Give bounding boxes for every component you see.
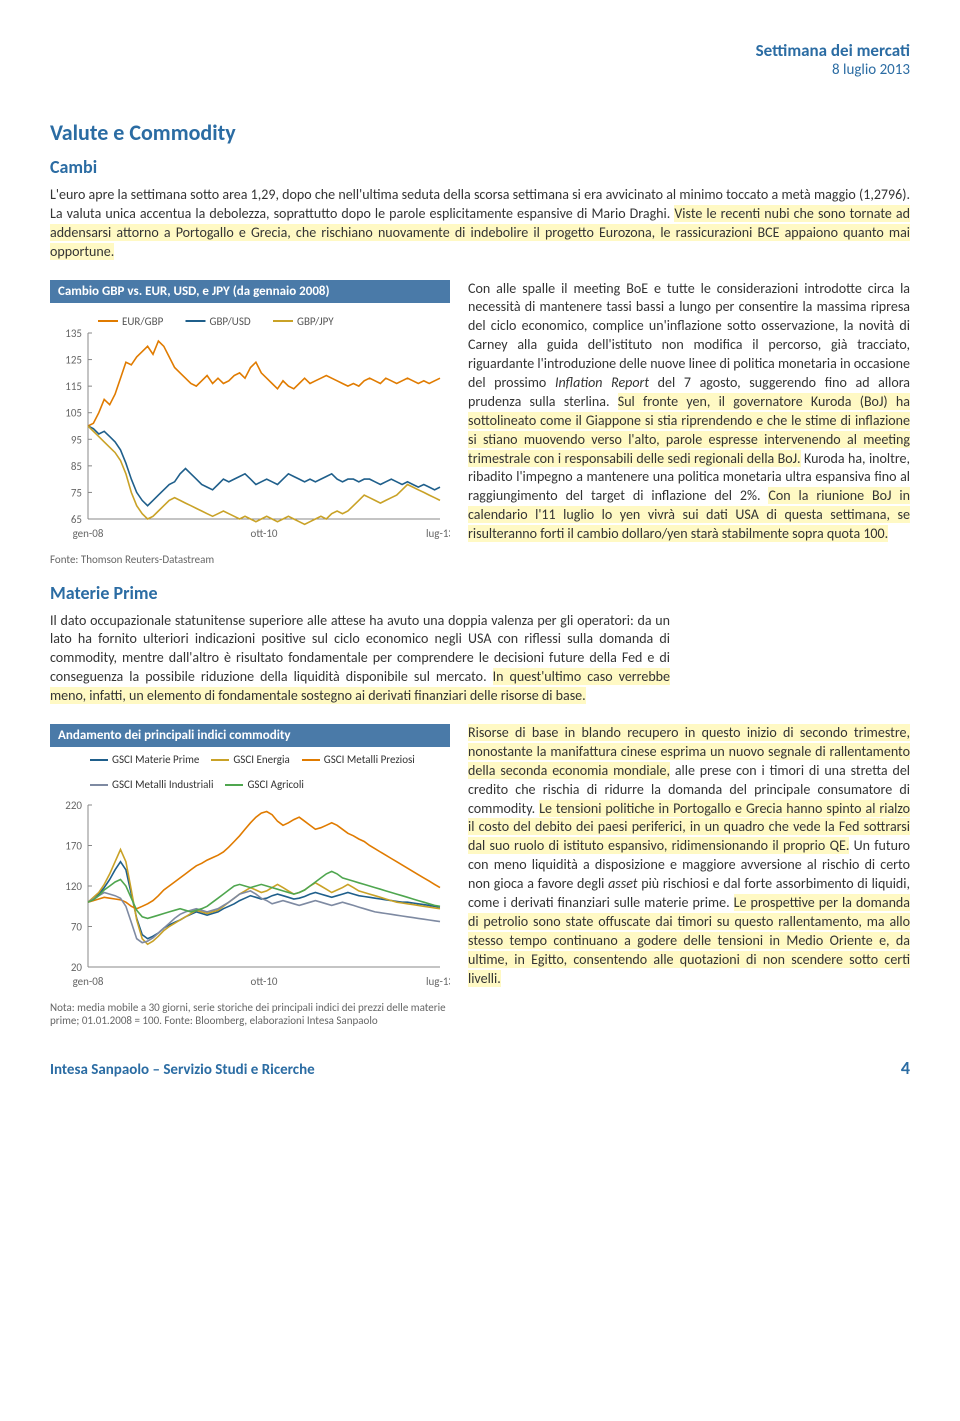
svg-text:ott-10: ott-10 xyxy=(251,975,278,988)
svg-text:lug-13: lug-13 xyxy=(426,527,450,540)
section-title-materie: Materie Prime xyxy=(50,582,910,604)
body1-col: Con alle spalle il meeting BoE e tutte l… xyxy=(468,280,910,566)
legend-item: GSCI Energia xyxy=(211,753,289,766)
row-chart2: Andamento dei principali indici commodit… xyxy=(50,724,910,1027)
section-subtitle-cambi: Cambi xyxy=(50,156,910,178)
header-date: 8 luglio 2013 xyxy=(50,61,910,79)
legend-item: GSCI Metalli Industriali xyxy=(90,778,213,791)
legend-swatch xyxy=(225,784,243,786)
svg-text:20: 20 xyxy=(71,961,83,974)
legend-swatch xyxy=(211,759,229,761)
body2-col: Risorse di base in blando recupero in qu… xyxy=(468,724,910,1027)
body2-italic1: asset xyxy=(608,875,637,892)
section-title-valute: Valute e Commodity xyxy=(50,119,910,146)
body1-para: Con alle spalle il meeting BoE e tutte l… xyxy=(468,280,910,544)
svg-text:85: 85 xyxy=(71,459,82,472)
svg-text:220: 220 xyxy=(65,799,82,812)
svg-text:ott-10: ott-10 xyxy=(251,527,278,540)
legend-swatch xyxy=(90,784,108,786)
svg-text:GBP/USD: GBP/USD xyxy=(210,315,251,328)
svg-text:115: 115 xyxy=(65,380,82,393)
svg-text:EUR/GBP: EUR/GBP xyxy=(122,315,164,328)
chart1-titlebar: Cambio GBP vs. EUR, USD, e JPY (da genna… xyxy=(50,280,450,303)
svg-text:70: 70 xyxy=(71,921,83,934)
legend-label: GSCI Metalli Preziosi xyxy=(324,753,415,766)
chart1-svg: EUR/GBP GBP/USD GBP/JPY 65 75 85 95 105 115 125 13… xyxy=(50,307,450,547)
page-header: Settimana dei mercati 8 luglio 2013 xyxy=(50,40,910,79)
body1-italic1: Inflation Report xyxy=(555,374,649,391)
legend-label: GSCI Metalli Industriali xyxy=(112,778,213,791)
chart2-titlebar: Andamento dei principali indici commodit… xyxy=(50,724,450,747)
chart1-col: Cambio GBP vs. EUR, USD, e JPY (da genna… xyxy=(50,280,450,566)
legend-swatch xyxy=(302,759,320,761)
chart2-note: Nota: media mobile a 30 giorni, serie st… xyxy=(50,1001,450,1027)
svg-text:170: 170 xyxy=(65,840,82,853)
footer-page-number: 4 xyxy=(901,1057,910,1079)
svg-text:gen-08: gen-08 xyxy=(73,527,104,540)
legend-label: GSCI Materie Prime xyxy=(112,753,199,766)
page-footer: Intesa Sanpaolo – Servizio Studi e Ricer… xyxy=(50,1057,910,1079)
svg-text:95: 95 xyxy=(71,433,82,446)
row-chart1: Cambio GBP vs. EUR, USD, e JPY (da genna… xyxy=(50,280,910,566)
chart1-box: EUR/GBP GBP/USD GBP/JPY 65 75 85 95 105 115 125 13… xyxy=(50,307,450,547)
chart1-source: Fonte: Thomson Reuters-Datastream xyxy=(50,553,450,566)
intro-cambi: L'euro apre la settimana sotto area 1,29… xyxy=(50,186,910,262)
footer-left: Intesa Sanpaolo – Servizio Studi e Ricer… xyxy=(50,1061,315,1079)
intro-materie: Il dato occupazionale statunitense super… xyxy=(50,612,670,706)
svg-text:75: 75 xyxy=(71,486,82,499)
chart2-col: Andamento dei principali indici commodit… xyxy=(50,724,450,1027)
legend-label: GSCI Agricoli xyxy=(247,778,303,791)
chart2-svg: 20 70 120 170 220 gen-08 ott-10 lug-13 xyxy=(50,795,450,995)
svg-text:120: 120 xyxy=(65,880,82,893)
body2-para: Risorse di base in blando recupero in qu… xyxy=(468,724,910,988)
legend-item: GSCI Metalli Preziosi xyxy=(302,753,415,766)
svg-text:125: 125 xyxy=(65,353,82,366)
header-title: Settimana dei mercati xyxy=(50,40,910,61)
chart2-legend: GSCI Materie Prime GSCI Energia GSCI Metal… xyxy=(90,753,450,791)
legend-swatch xyxy=(90,759,108,761)
svg-text:GBP/JPY: GBP/JPY xyxy=(297,315,334,328)
legend-item: GSCI Materie Prime xyxy=(90,753,199,766)
svg-text:135: 135 xyxy=(65,327,82,340)
svg-text:65: 65 xyxy=(71,513,82,526)
legend-label: GSCI Energia xyxy=(233,753,289,766)
svg-text:lug-13: lug-13 xyxy=(426,975,450,988)
svg-text:gen-08: gen-08 xyxy=(73,975,104,988)
legend-item: GSCI Agricoli xyxy=(225,778,303,791)
svg-text:105: 105 xyxy=(65,406,82,419)
chart2-box: 20 70 120 170 220 gen-08 ott-10 lug-13 xyxy=(50,795,450,995)
